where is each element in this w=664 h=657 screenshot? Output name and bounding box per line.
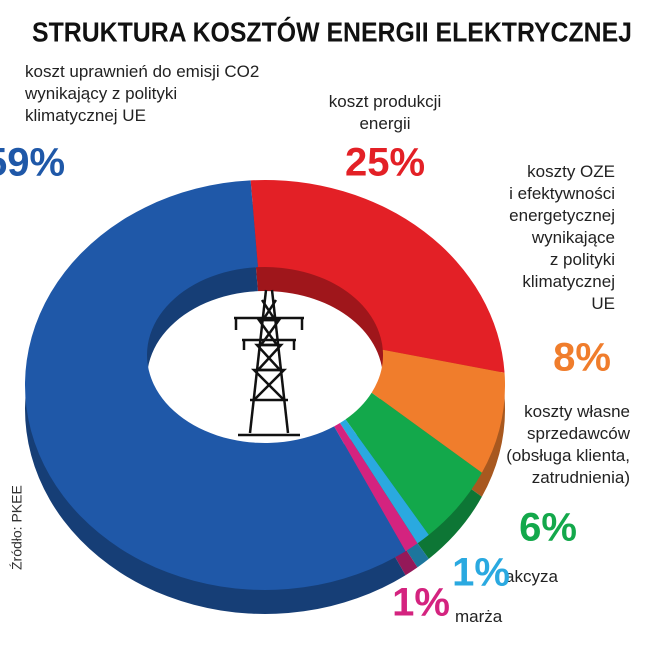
value-label: 1% <box>452 551 510 595</box>
value-label: 1% <box>392 581 450 625</box>
value-label: 59% <box>0 141 65 185</box>
slice <box>339 419 429 544</box>
chart-title: STRUKTURA KOSZTÓW ENERGII ELEKTRYCZNEJ <box>32 16 632 47</box>
slice <box>250 180 505 373</box>
slice <box>334 422 418 552</box>
category-label: koszty OZE i efektywności energetycznej wyn… <box>509 162 615 313</box>
value-label: 6% <box>519 506 577 550</box>
slice <box>371 349 505 473</box>
donut <box>24 180 505 614</box>
slice <box>345 392 482 535</box>
category-label: koszt produkcji energii <box>329 92 441 133</box>
category-label: koszty własne sprzedawców (obsługa klienta… <box>506 402 631 487</box>
category-label: akcyza <box>505 567 558 586</box>
category-label: koszt uprawnień do emisji CO2 wynikający … <box>24 62 259 125</box>
source: Źródło: PKEE <box>9 485 25 570</box>
tower-icon <box>234 289 304 437</box>
value-label: 8% <box>553 336 611 380</box>
category-label: marża <box>455 607 503 626</box>
slice <box>24 180 406 590</box>
value-label: 25% <box>345 141 425 185</box>
